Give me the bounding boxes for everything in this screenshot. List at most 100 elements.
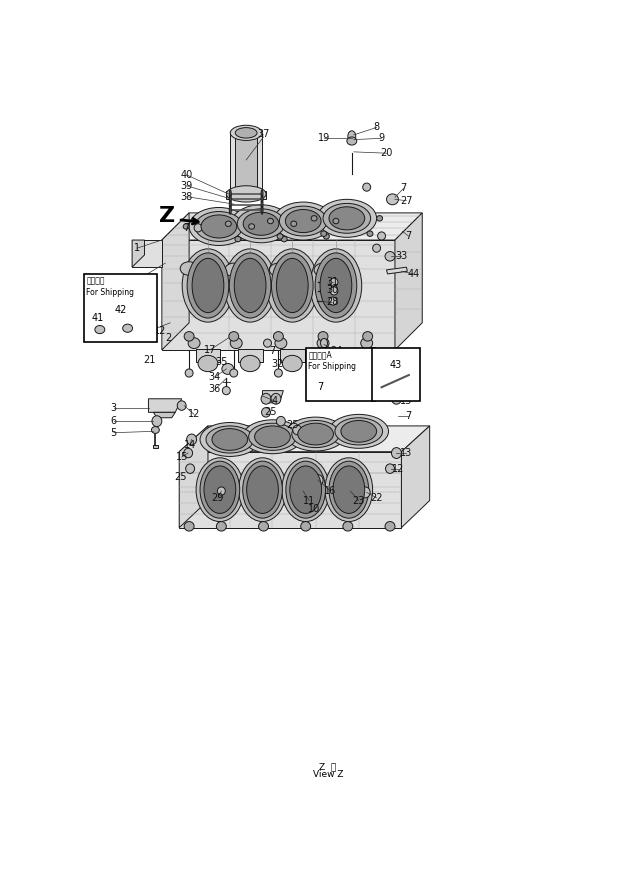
Ellipse shape	[239, 458, 286, 522]
Text: 37: 37	[257, 130, 269, 139]
Text: 3: 3	[111, 403, 116, 412]
Ellipse shape	[275, 369, 282, 377]
Ellipse shape	[372, 244, 381, 252]
Ellipse shape	[222, 387, 230, 395]
Ellipse shape	[243, 420, 302, 454]
Ellipse shape	[152, 426, 159, 433]
Text: 35: 35	[215, 357, 228, 367]
Ellipse shape	[333, 218, 339, 224]
Polygon shape	[148, 399, 182, 412]
Ellipse shape	[228, 331, 239, 341]
Text: 40: 40	[180, 170, 193, 180]
Polygon shape	[324, 349, 348, 362]
Ellipse shape	[326, 355, 346, 372]
Text: 7: 7	[184, 223, 190, 233]
Text: 43: 43	[390, 359, 402, 369]
Text: 32: 32	[271, 359, 284, 368]
Ellipse shape	[198, 355, 218, 372]
Ellipse shape	[323, 204, 371, 233]
Ellipse shape	[195, 211, 243, 241]
Ellipse shape	[261, 206, 263, 214]
Ellipse shape	[177, 401, 186, 411]
Text: 12: 12	[392, 463, 404, 474]
Text: 33: 33	[396, 251, 408, 262]
Text: 29: 29	[212, 492, 224, 503]
Text: 13: 13	[400, 448, 413, 458]
Ellipse shape	[225, 248, 276, 322]
Text: 11: 11	[303, 495, 316, 506]
Text: 7: 7	[405, 411, 412, 421]
Ellipse shape	[329, 207, 365, 230]
Ellipse shape	[184, 331, 194, 341]
Text: 7: 7	[405, 231, 412, 241]
Ellipse shape	[346, 485, 355, 497]
Text: 9: 9	[378, 133, 385, 144]
Text: 26: 26	[144, 318, 157, 328]
Ellipse shape	[329, 461, 369, 518]
Polygon shape	[132, 240, 145, 267]
Polygon shape	[401, 426, 429, 528]
Text: 4: 4	[271, 396, 278, 406]
Ellipse shape	[229, 201, 231, 209]
Ellipse shape	[248, 423, 296, 450]
Ellipse shape	[230, 369, 237, 377]
Ellipse shape	[225, 263, 243, 277]
Ellipse shape	[286, 461, 326, 518]
Ellipse shape	[321, 338, 328, 348]
Ellipse shape	[341, 420, 376, 442]
Ellipse shape	[348, 130, 356, 142]
Ellipse shape	[227, 186, 266, 202]
FancyBboxPatch shape	[306, 348, 375, 401]
Text: 6: 6	[111, 416, 116, 426]
Ellipse shape	[196, 458, 244, 522]
Ellipse shape	[360, 487, 370, 498]
Ellipse shape	[276, 417, 285, 426]
Polygon shape	[236, 133, 257, 194]
Ellipse shape	[249, 224, 255, 229]
Text: 25: 25	[265, 407, 277, 418]
Ellipse shape	[392, 393, 401, 404]
Ellipse shape	[212, 429, 248, 450]
Polygon shape	[179, 452, 401, 528]
Ellipse shape	[314, 263, 332, 277]
Ellipse shape	[385, 522, 395, 531]
Ellipse shape	[216, 522, 227, 531]
Ellipse shape	[273, 331, 284, 341]
Text: 34: 34	[209, 372, 221, 382]
Ellipse shape	[266, 248, 318, 322]
Ellipse shape	[261, 196, 263, 204]
Ellipse shape	[222, 364, 234, 374]
Ellipse shape	[189, 208, 249, 246]
Polygon shape	[179, 426, 208, 528]
Ellipse shape	[317, 337, 329, 349]
Ellipse shape	[335, 418, 383, 445]
Ellipse shape	[261, 189, 263, 198]
Ellipse shape	[123, 324, 132, 332]
Ellipse shape	[200, 423, 260, 456]
Ellipse shape	[329, 414, 388, 448]
Ellipse shape	[387, 194, 399, 204]
Ellipse shape	[367, 231, 373, 236]
Ellipse shape	[229, 253, 271, 318]
Text: 38: 38	[180, 192, 193, 202]
Ellipse shape	[313, 475, 323, 485]
Ellipse shape	[187, 434, 196, 445]
Ellipse shape	[218, 487, 225, 495]
Ellipse shape	[262, 408, 271, 417]
Ellipse shape	[277, 233, 283, 239]
Ellipse shape	[290, 466, 321, 514]
Ellipse shape	[184, 448, 193, 458]
Ellipse shape	[321, 231, 326, 236]
Ellipse shape	[329, 297, 337, 305]
Ellipse shape	[246, 466, 278, 514]
Ellipse shape	[280, 206, 327, 236]
Text: 12: 12	[188, 410, 200, 419]
Polygon shape	[237, 349, 262, 362]
Ellipse shape	[292, 426, 301, 434]
Ellipse shape	[231, 204, 291, 243]
Text: 1: 1	[134, 243, 140, 253]
Text: 16: 16	[324, 486, 337, 496]
Text: 31: 31	[326, 278, 338, 287]
Ellipse shape	[264, 339, 271, 347]
Text: 14: 14	[184, 440, 196, 450]
